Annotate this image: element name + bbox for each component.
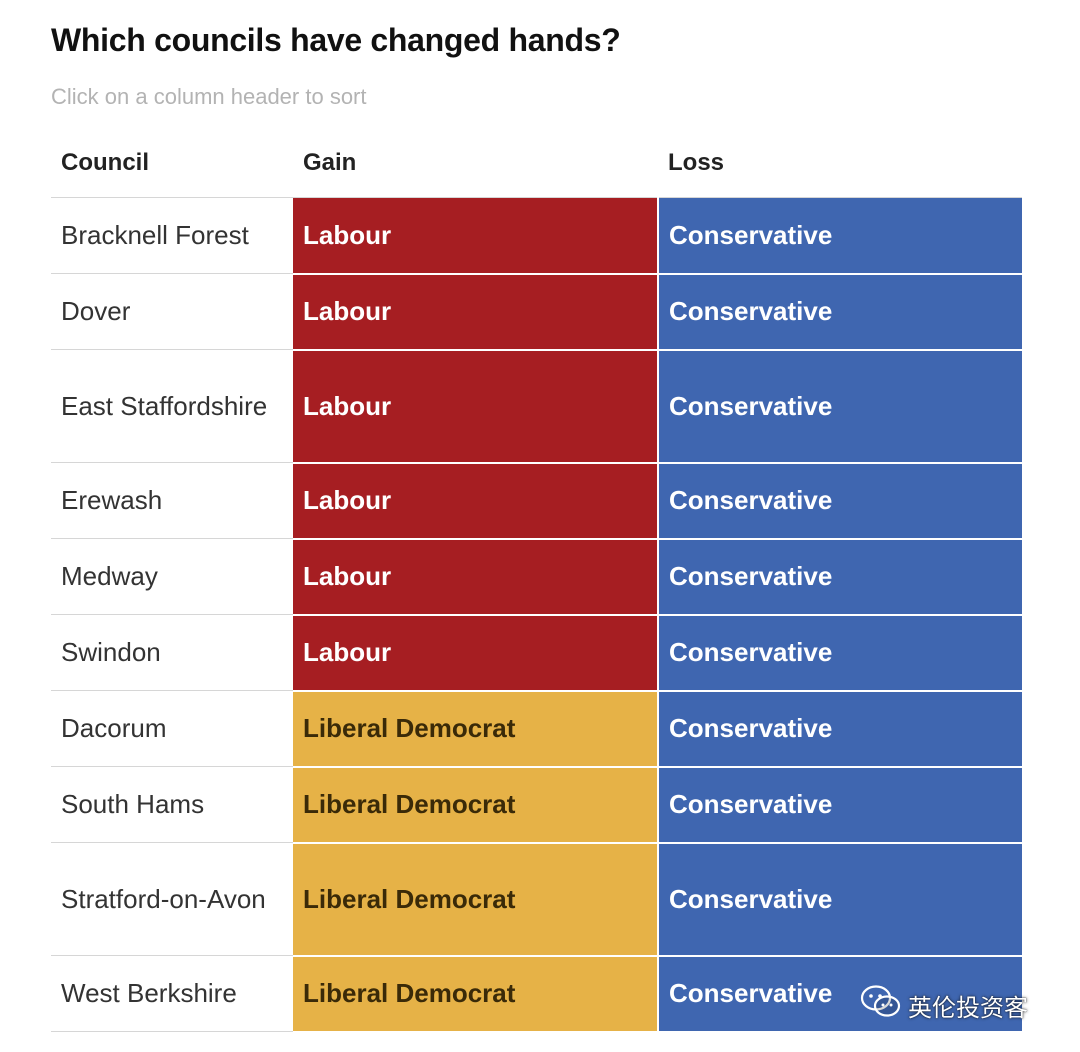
gain-party-cell: Labour [293,614,659,692]
gain-party-cell: Labour [293,538,659,616]
loss-party-cell: Conservative [658,538,1022,616]
council-name: Bracknell Forest [51,197,293,274]
table-row: Dover Labour Conservative [51,273,1022,351]
column-header-loss[interactable]: Loss [658,128,1022,198]
loss-party-cell: Conservative [658,462,1022,540]
table-row: South Hams Liberal Democrat Conservative [51,766,1022,844]
gain-party-cell: Liberal Democrat [293,766,659,844]
council-name: South Hams [51,766,293,843]
table-row: West Berkshire Liberal Democrat Conserva… [51,955,1022,1033]
council-name: East Staffordshire [51,349,293,463]
table-row: East Staffordshire Labour Conservative [51,349,1022,464]
table-row: Bracknell Forest Labour Conservative [51,197,1022,275]
council-name: West Berkshire [51,955,293,1032]
loss-party-cell: Conservative [658,766,1022,844]
council-name: Swindon [51,614,293,691]
council-name: Dover [51,273,293,350]
council-name: Medway [51,538,293,615]
loss-party-cell: Conservative [658,273,1022,351]
table-header-row: Council Gain Loss [51,128,1022,198]
loss-party-cell: Conservative [658,955,1022,1033]
table-row: Erewash Labour Conservative [51,462,1022,540]
gain-party-cell: Labour [293,197,659,275]
wechat-icon [860,984,902,1026]
gain-party-cell: Liberal Democrat [293,955,659,1033]
page-title: Which councils have changed hands? [51,22,621,58]
column-header-gain[interactable]: Gain [293,128,658,198]
watermark-text: 英伦投资客 [908,993,1028,1022]
table-row: Dacorum Liberal Democrat Conservative [51,690,1022,768]
gain-party-cell: Labour [293,462,659,540]
sort-hint: Click on a column header to sort [51,84,367,109]
gain-party-cell: Labour [293,349,659,464]
wechat-watermark: 英伦投资客 [860,984,1028,1026]
loss-party-cell: Conservative [658,197,1022,275]
council-name: Erewash [51,462,293,539]
council-name: Dacorum [51,690,293,767]
gain-party-cell: Liberal Democrat [293,842,659,957]
gain-party-cell: Liberal Democrat [293,690,659,768]
loss-party-cell: Conservative [658,842,1022,957]
table-row: Medway Labour Conservative [51,538,1022,616]
loss-party-cell: Conservative [658,690,1022,768]
loss-party-cell: Conservative [658,614,1022,692]
table-row: Swindon Labour Conservative [51,614,1022,692]
table-row: Stratford-on-Avon Liberal Democrat Conse… [51,842,1022,957]
councils-table: Council Gain Loss Bracknell Forest Labou… [51,128,1022,1033]
gain-party-cell: Labour [293,273,659,351]
council-name: Stratford-on-Avon [51,842,293,956]
loss-party-cell: Conservative [658,349,1022,464]
column-header-council[interactable]: Council [51,128,293,198]
